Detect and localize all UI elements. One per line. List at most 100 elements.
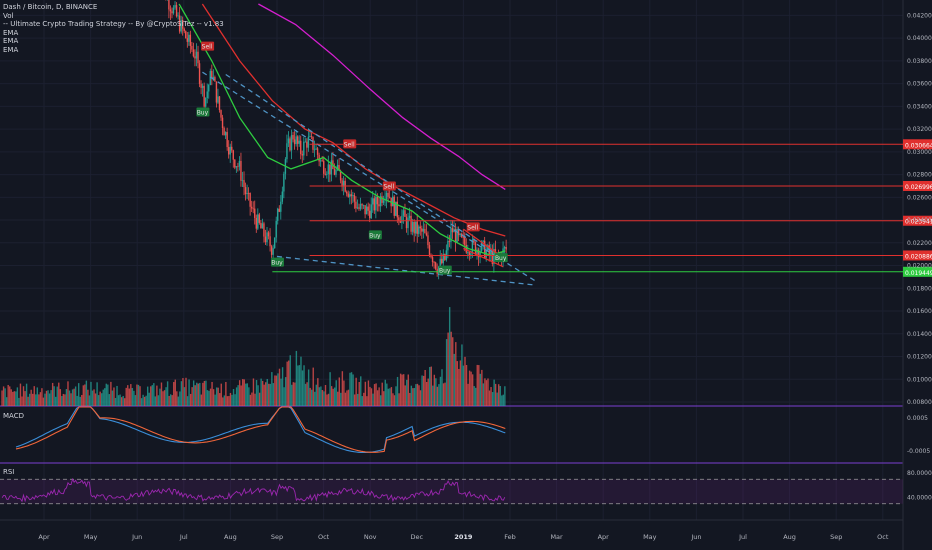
candle-body bbox=[392, 196, 394, 207]
volume-bar bbox=[215, 387, 218, 406]
ema_mid-line bbox=[201, 3, 506, 237]
candle-body bbox=[355, 201, 357, 209]
volume-bar bbox=[337, 391, 339, 406]
volume-bar bbox=[188, 379, 190, 406]
candle-body bbox=[201, 85, 204, 88]
candle-body bbox=[436, 268, 438, 274]
volume-bar bbox=[24, 391, 26, 406]
candle-body bbox=[307, 136, 310, 148]
volume-bar bbox=[502, 394, 505, 406]
ema-label-1[interactable]: EMA bbox=[3, 28, 19, 37]
candle-body bbox=[257, 214, 259, 229]
candle-body bbox=[298, 140, 300, 144]
macd-label[interactable]: MACD bbox=[3, 412, 24, 420]
volume-bar bbox=[194, 385, 196, 406]
candle-body bbox=[462, 236, 464, 238]
candle-body bbox=[215, 81, 218, 103]
volume-bar bbox=[159, 388, 161, 406]
volume-bar bbox=[355, 377, 357, 406]
signal-box-0 bbox=[201, 41, 215, 51]
ema-label-3[interactable]: EMA bbox=[3, 45, 19, 54]
volume-bar bbox=[309, 387, 311, 406]
volume-bar bbox=[379, 395, 382, 406]
volume-bar bbox=[225, 381, 227, 406]
candle-body bbox=[329, 164, 331, 175]
ema_slow-line bbox=[258, 3, 506, 190]
symbol-title[interactable]: Dash / Bitcoin, D, BINANCE bbox=[3, 3, 98, 11]
rsi-label[interactable]: RSI bbox=[3, 468, 15, 476]
vol-label[interactable]: Vol bbox=[3, 11, 14, 20]
volume-bar bbox=[352, 374, 354, 406]
time-tick-1: May bbox=[84, 533, 98, 541]
candle-body bbox=[333, 169, 336, 175]
volume-bar bbox=[136, 384, 138, 406]
volume-bar bbox=[398, 393, 400, 406]
candle-body bbox=[448, 240, 451, 243]
time-axis[interactable]: Apr May Jun Jul Aug Sep Oct Nov Dec 2019 Feb Mar Apr… bbox=[38, 533, 888, 541]
volume-bar bbox=[42, 397, 45, 406]
volume-bar bbox=[249, 394, 252, 406]
signal-box-8 bbox=[494, 253, 508, 263]
volume-bar bbox=[442, 383, 445, 406]
candle-body bbox=[364, 205, 366, 215]
volume-bar bbox=[120, 397, 123, 406]
volume-bar bbox=[128, 388, 130, 406]
candle-body bbox=[218, 96, 221, 111]
candle-body bbox=[172, 7, 175, 14]
volume-bar bbox=[461, 344, 463, 406]
volume-bar bbox=[10, 389, 12, 406]
time-tick-10: Feb bbox=[504, 533, 516, 541]
volume-bar bbox=[35, 394, 37, 406]
volume-bar bbox=[94, 393, 97, 406]
candle-body bbox=[418, 226, 420, 234]
candle-body bbox=[413, 221, 415, 234]
volume-bar bbox=[133, 390, 135, 406]
candle-body bbox=[408, 215, 411, 219]
candle-body bbox=[237, 166, 239, 168]
volume-bar bbox=[85, 380, 88, 406]
volume-bar bbox=[81, 394, 83, 406]
signal-label-6: Sell bbox=[467, 224, 478, 231]
candle-body bbox=[275, 220, 277, 238]
ema-label-2[interactable]: EMA bbox=[3, 37, 19, 45]
candle-body bbox=[401, 215, 403, 223]
volume-bar bbox=[360, 376, 362, 406]
candle-body bbox=[471, 239, 474, 254]
volume-bar bbox=[45, 390, 48, 406]
volume-bar bbox=[346, 390, 348, 406]
volume-bar bbox=[312, 367, 314, 406]
volume-bar bbox=[392, 393, 394, 406]
candle-body bbox=[491, 251, 494, 264]
volume-bar bbox=[71, 389, 74, 406]
volume-bar bbox=[496, 392, 498, 406]
volume-bar bbox=[366, 396, 368, 406]
candle-body bbox=[238, 160, 241, 167]
level-tag-3 bbox=[903, 250, 932, 261]
level-label-0: 0.030664 bbox=[905, 142, 932, 149]
volume-bar bbox=[235, 387, 238, 406]
candle-body bbox=[241, 180, 244, 181]
candle-body bbox=[376, 196, 379, 205]
volume-bar bbox=[378, 387, 380, 406]
candle-body bbox=[382, 200, 385, 203]
macd-line bbox=[15, 406, 506, 454]
volume-bar bbox=[332, 388, 334, 406]
strategy-label[interactable]: -- Ultimate Crypto Trading Strategy -- B… bbox=[3, 20, 224, 28]
volume-bar bbox=[67, 381, 69, 406]
volume-bar bbox=[390, 387, 393, 406]
candle-body bbox=[473, 239, 475, 243]
candle-body bbox=[414, 221, 417, 234]
volume-bar bbox=[153, 383, 155, 406]
volume-bar bbox=[260, 378, 262, 406]
volume-bar bbox=[447, 332, 449, 406]
volume-bar bbox=[292, 382, 295, 406]
volume-bar bbox=[343, 380, 345, 406]
rsi-tick-1: 40.0000 bbox=[907, 495, 932, 502]
trend-line-1 bbox=[276, 255, 534, 286]
candle-body bbox=[206, 91, 208, 98]
volume-bar bbox=[122, 395, 124, 406]
volume-bar bbox=[238, 380, 241, 406]
volume-bar bbox=[367, 380, 370, 406]
